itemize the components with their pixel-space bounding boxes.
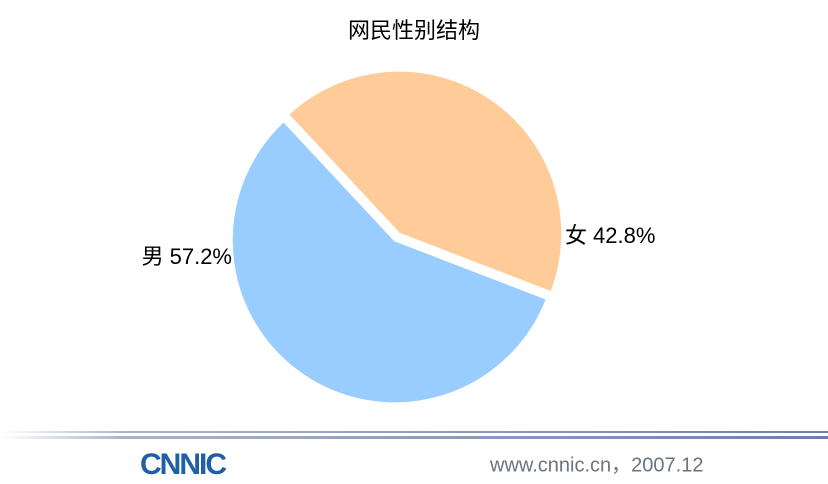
pie-slice — [286, 69, 564, 294]
slice-label: 男 57.2% — [142, 244, 232, 270]
source: www.cnnic.cn，2007.12 — [489, 454, 703, 476]
pie-slice — [230, 119, 549, 405]
footer-line — [0, 431, 828, 433]
slice-value: 57.2% — [170, 244, 232, 269]
slice-label: 女 42.8% — [565, 223, 655, 249]
chart-title: 网民性别结构 — [348, 19, 480, 44]
logo: CNNIC — [140, 448, 226, 481]
slice-value: 42.8% — [593, 223, 655, 248]
footer-line — [0, 436, 828, 439]
slice-category: 男 — [142, 245, 164, 270]
slice-category: 女 — [565, 224, 587, 249]
pie — [230, 69, 564, 405]
